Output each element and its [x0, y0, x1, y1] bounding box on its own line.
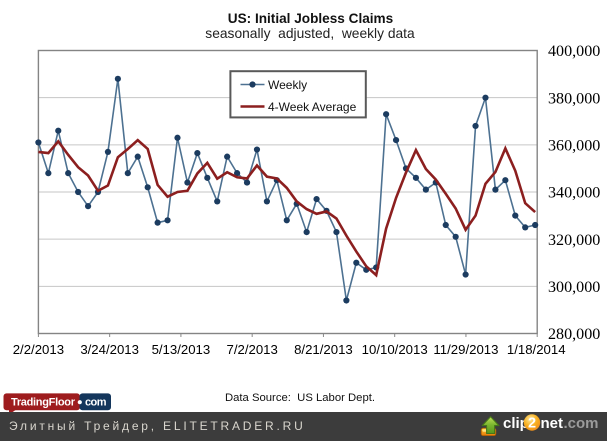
- svg-text:380,000: 380,000: [548, 90, 600, 107]
- svg-text:10/10/2013: 10/10/2013: [362, 342, 428, 357]
- svg-text:com: com: [85, 396, 107, 408]
- svg-text:300,000: 300,000: [548, 279, 600, 296]
- svg-text:7/2/2013: 7/2/2013: [226, 342, 277, 357]
- svg-text:280,000: 280,000: [548, 326, 600, 343]
- svg-text:2: 2: [528, 416, 536, 432]
- svg-text:net: net: [541, 415, 564, 432]
- svg-text:4-Week Average: 4-Week Average: [268, 100, 357, 114]
- svg-text:3/24/2013: 3/24/2013: [80, 342, 139, 357]
- svg-text:8/21/2013: 8/21/2013: [294, 342, 353, 357]
- svg-text:.com: .com: [564, 415, 599, 432]
- svg-text:11/29/2013: 11/29/2013: [433, 342, 498, 357]
- svg-text:clip: clip: [503, 415, 529, 432]
- svg-text:320,000: 320,000: [548, 232, 600, 249]
- svg-text:2/2/2013: 2/2/2013: [13, 342, 64, 357]
- svg-text:Weekly: Weekly: [268, 78, 307, 92]
- svg-text:400,000: 400,000: [548, 43, 600, 60]
- svg-text:1/18/2014: 1/18/2014: [507, 342, 566, 357]
- svg-text:TradingFloor: TradingFloor: [11, 396, 76, 408]
- svg-text:340,000: 340,000: [548, 185, 600, 202]
- svg-text:5/13/2013: 5/13/2013: [152, 342, 211, 357]
- svg-text:360,000: 360,000: [548, 138, 600, 155]
